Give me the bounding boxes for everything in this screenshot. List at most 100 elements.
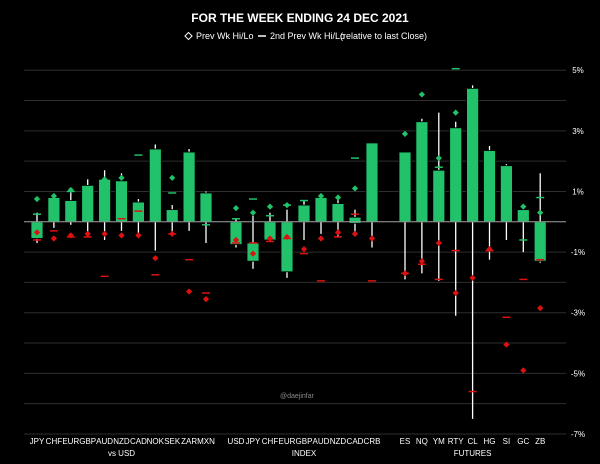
candle-body	[64, 200, 78, 223]
category-label: GBP	[79, 437, 96, 446]
prev-week-low-marker	[334, 229, 342, 236]
category-label: SEK	[164, 437, 181, 446]
candle-body	[432, 169, 446, 223]
category-label: EUR	[62, 437, 79, 446]
candle-body	[415, 121, 429, 223]
prev-week-high-marker	[249, 209, 257, 216]
group-label: INDEX	[292, 449, 317, 458]
category-label: AUD	[96, 437, 113, 446]
prev-week-low-marker	[317, 235, 325, 242]
y-tick-label: -7%	[571, 430, 585, 439]
category-label: CAD	[130, 437, 147, 446]
y-tick-label: 5%	[572, 66, 584, 75]
candle-body	[98, 178, 111, 223]
y-tick-label: -1%	[571, 248, 585, 257]
category-label: GC	[517, 437, 529, 446]
prev-week-low-marker	[503, 341, 510, 348]
prev-week-high-marker	[118, 174, 125, 181]
prev-week-low-marker	[418, 258, 426, 265]
prev-week-high-marker	[520, 203, 527, 210]
y-tick-label: 3%	[572, 127, 584, 136]
candle-body	[115, 180, 128, 223]
category-label: CL	[467, 437, 478, 446]
watermark: @daejinfar	[280, 393, 315, 400]
candle-body	[47, 197, 61, 223]
prev-week-low-marker	[300, 245, 308, 253]
y-tick-label: 1%	[572, 187, 584, 196]
prev-week-low-marker	[469, 274, 476, 281]
prev-week-low-marker	[118, 232, 125, 239]
category-label: ES	[400, 437, 411, 446]
legend-note: (relative to last Close)	[340, 31, 427, 41]
category-label: CHF	[46, 437, 63, 446]
gridlines	[24, 69, 566, 435]
legend: Prev Wk Hi/Lo 2nd Prev Wk Hi/Lo (relativ…	[184, 31, 427, 41]
category-label: HG	[484, 437, 496, 446]
category-label: MXN	[197, 437, 215, 446]
prev-week-high-marker	[435, 154, 442, 162]
group-label: vs USD	[108, 449, 135, 458]
candle-body	[314, 197, 328, 223]
prev-week-low-marker	[185, 288, 193, 295]
prev-week-low-marker	[232, 236, 240, 244]
candle-body	[165, 209, 179, 223]
prev-week-high-marker	[300, 208, 308, 215]
prev-week-low-marker	[135, 232, 142, 239]
category-label: NOK	[147, 437, 165, 446]
bars-layer	[24, 67, 566, 419]
prev-week-low-marker	[351, 230, 359, 238]
category-label: SI	[503, 437, 511, 446]
prev-week-high-marker	[334, 194, 342, 201]
prev-week-high-marker	[351, 185, 359, 192]
candle-body	[348, 216, 362, 224]
category-label: NZD	[330, 437, 347, 446]
prev-week-low-marker	[33, 229, 41, 236]
prev-week-high-marker	[101, 176, 108, 183]
category-label: CRB	[364, 437, 381, 446]
prev-week-high-marker	[202, 203, 210, 210]
prev-week-high-marker	[401, 130, 409, 137]
candle-body	[533, 221, 547, 262]
prev-week-high-marker	[537, 209, 544, 216]
prev-week-high-marker	[232, 205, 240, 212]
legend-prev-2-week: 2nd Prev Wk Hi/Lo	[270, 31, 345, 41]
category-label: EUR	[279, 437, 296, 446]
candle-body	[483, 150, 496, 223]
candle-body	[516, 209, 530, 223]
prev-week-low-marker	[101, 230, 108, 238]
category-label: YM	[433, 437, 445, 446]
category-label: CAD	[347, 437, 364, 446]
category-label: RTY	[448, 437, 465, 446]
category-label: NZD	[113, 437, 130, 446]
candle-body	[280, 221, 294, 273]
prev-week-low-marker	[84, 230, 91, 238]
candle-body	[182, 151, 196, 223]
category-label: ZB	[535, 437, 545, 446]
category-label: JPY	[30, 437, 45, 446]
category-label: USD	[228, 437, 245, 446]
y-tick-label: -3%	[571, 309, 585, 318]
chart-title: FOR THE WEEK ENDING 24 DEC 2021	[191, 11, 409, 25]
y-tick-label: -5%	[571, 369, 585, 378]
prev-week-low-marker	[435, 239, 442, 247]
prev-week-low-marker	[202, 295, 210, 303]
candle-body	[365, 142, 379, 223]
candle-body	[449, 127, 463, 223]
prev-week-high-marker	[33, 195, 41, 203]
legend-diamond-icon	[184, 31, 193, 41]
prev-week-low-marker	[368, 235, 376, 242]
prev-week-low-marker	[537, 305, 544, 312]
prev-week-low-marker	[452, 289, 459, 297]
category-label: JPY	[246, 437, 261, 446]
prev-week-high-marker	[418, 91, 426, 98]
prev-week-high-marker	[84, 188, 91, 195]
group-label: FUTURES	[454, 449, 492, 458]
legend-prev-week: Prev Wk Hi/Lo	[196, 31, 254, 41]
prev-week-high-marker	[452, 109, 459, 116]
prev-week-high-marker	[169, 174, 176, 181]
prev-week-low-marker	[249, 250, 257, 257]
category-label: AUD	[313, 437, 330, 446]
